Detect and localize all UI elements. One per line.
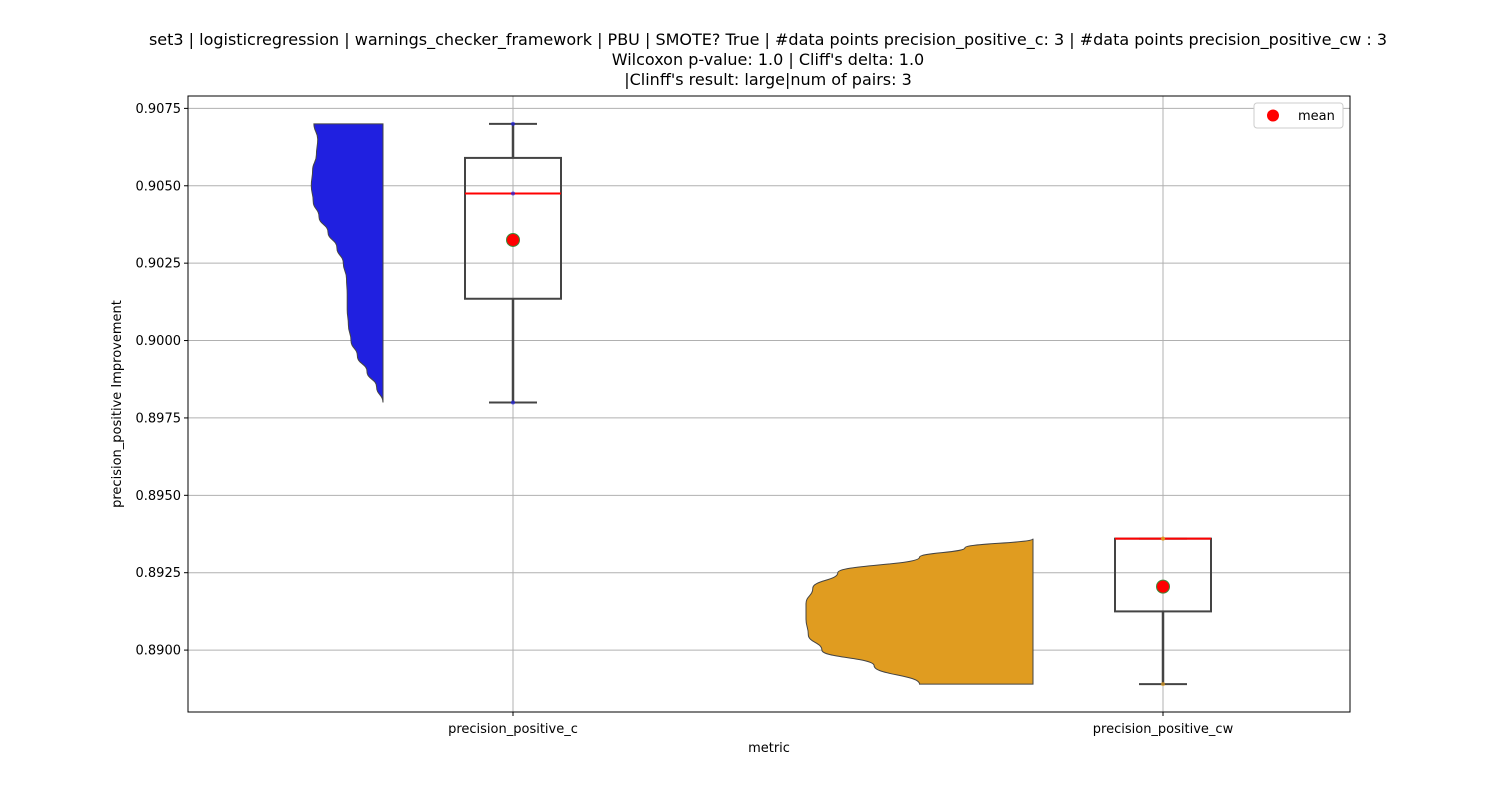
data-point-precision_positive_cw bbox=[1161, 536, 1165, 541]
box-plots bbox=[464, 121, 1212, 687]
data-point-precision_positive_c bbox=[511, 191, 515, 196]
data-point-precision_positive_cw bbox=[1161, 682, 1165, 687]
title-line-3: |Clinff's result: large|num of pairs: 3 bbox=[624, 70, 912, 89]
y-tick-label: 0.9000 bbox=[136, 334, 182, 349]
y-tick-label: 0.9025 bbox=[136, 257, 182, 272]
violin-precision_positive_c bbox=[310, 123, 384, 403]
violin-precision_positive_cw bbox=[805, 538, 1034, 685]
legend-mean-marker bbox=[1267, 109, 1279, 122]
data-point-precision_positive_c bbox=[511, 121, 515, 126]
title-line-1: set3 | logisticregression | warnings_che… bbox=[148, 30, 1388, 49]
chart-title: set3 | logisticregression | warnings_che… bbox=[0, 30, 1500, 90]
title-line-2: Wilcoxon p-value: 1.0 | Cliff's delta: 1… bbox=[611, 50, 925, 69]
x-axis-ticks: precision_positive_c precision_positive_c… bbox=[448, 712, 1234, 737]
y-axis-ticks: 0.8900 0.8925 0.8950 0.8975 0.9000 0.9025 0.90… bbox=[136, 102, 188, 659]
plot-frame bbox=[187, 95, 1351, 713]
legend-mean-label: mean bbox=[1298, 109, 1335, 124]
mean-marker-precision_positive_c bbox=[506, 232, 520, 247]
box-precision_positive_c bbox=[464, 156, 562, 300]
mean-marker-precision_positive_cw bbox=[1156, 579, 1170, 594]
x-tick-label: precision_positive_cw bbox=[1093, 722, 1234, 737]
y-tick-label: 0.8925 bbox=[136, 566, 182, 581]
data-point-precision_positive_c bbox=[511, 400, 515, 405]
y-axis-label: precision_positive Improvement bbox=[110, 300, 125, 508]
violins bbox=[310, 123, 1034, 685]
x-axis-label: metric bbox=[748, 741, 790, 756]
y-tick-label: 0.9050 bbox=[136, 179, 182, 194]
y-tick-label: 0.9075 bbox=[136, 102, 182, 117]
y-tick-label: 0.8950 bbox=[136, 489, 182, 504]
y-tick-label: 0.8975 bbox=[136, 411, 182, 426]
y-tick-label: 0.8900 bbox=[136, 644, 182, 659]
x-tick-label: precision_positive_c bbox=[448, 722, 578, 737]
legend-box bbox=[1253, 102, 1344, 129]
legend: mean bbox=[1253, 102, 1344, 129]
